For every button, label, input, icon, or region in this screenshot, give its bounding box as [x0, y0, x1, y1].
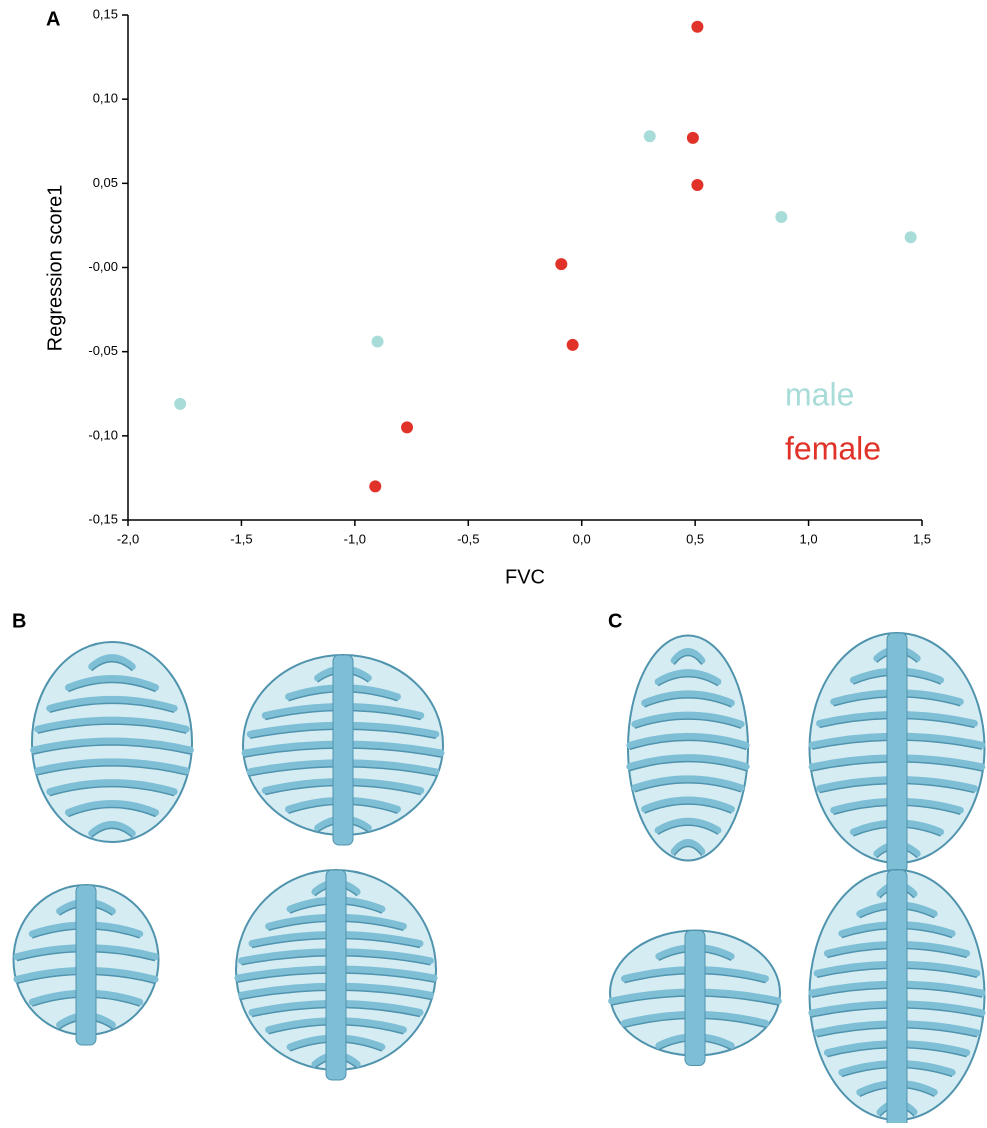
point — [691, 20, 704, 33]
rib — [641, 690, 735, 707]
rib-shade — [673, 845, 703, 856]
spine — [75, 884, 97, 1046]
point — [371, 335, 384, 348]
spine — [886, 632, 908, 874]
legend-entry: male — [785, 376, 854, 412]
x-tick-label: -1,5 — [230, 531, 252, 546]
rib — [34, 758, 190, 775]
x-tick-label: -1,0 — [344, 531, 366, 546]
y-tick-label: -0,15 — [88, 511, 118, 526]
rib-shade — [91, 660, 133, 672]
rib-shade — [33, 744, 191, 755]
rib-shade — [629, 739, 747, 751]
ribcage-render — [234, 869, 438, 1081]
rib-shade — [68, 806, 156, 818]
x-tick-label: -0,5 — [457, 531, 479, 546]
point — [566, 338, 579, 351]
rib-shade — [673, 654, 703, 665]
rib-shade — [644, 697, 732, 708]
rib — [88, 820, 136, 837]
spine — [325, 869, 347, 1081]
y-tick-label: 0,15 — [93, 6, 118, 21]
x-tick-label: 1,0 — [800, 531, 818, 546]
spine — [886, 869, 908, 1128]
rib — [670, 839, 706, 856]
rib-shade — [68, 681, 156, 693]
panel-label: A — [46, 8, 60, 30]
rib — [64, 800, 160, 816]
ribcage-render — [808, 869, 986, 1128]
rib-shade — [657, 676, 719, 687]
ribcage-render — [608, 929, 782, 1066]
rib — [641, 796, 735, 813]
x-tick-label: 1,5 — [913, 531, 931, 546]
point — [174, 397, 187, 410]
ribcage-render — [30, 641, 194, 843]
y-tick-label: 0,10 — [93, 91, 118, 106]
rib — [654, 817, 722, 834]
ribcage-render — [241, 654, 445, 846]
y-tick-label: 0,05 — [93, 175, 118, 190]
panel-label: C — [608, 610, 622, 632]
x-tick-label: -2,0 — [117, 531, 139, 546]
spine — [684, 930, 706, 1066]
ribcage-render — [626, 634, 750, 862]
point — [686, 131, 699, 144]
spine — [332, 654, 354, 846]
y-tick-label: -0,10 — [88, 427, 118, 442]
rib — [626, 732, 750, 749]
rib-shade — [634, 782, 742, 793]
rib-shade — [37, 765, 187, 776]
ribcage-renders — [12, 632, 986, 1128]
legend-entry: female — [785, 430, 881, 466]
rib-shade — [634, 718, 742, 729]
rib — [30, 737, 194, 754]
y-axis-label: Regression score1 — [44, 185, 66, 352]
rib-shade — [37, 723, 187, 734]
x-tick-label: 0,5 — [686, 531, 704, 546]
rib — [631, 711, 745, 728]
x-tick-label: 0,0 — [573, 531, 591, 546]
point — [643, 130, 656, 143]
rib — [46, 695, 178, 712]
point — [904, 231, 917, 244]
point — [401, 421, 414, 434]
rib — [46, 779, 178, 796]
panel-label: B — [12, 610, 26, 632]
rib-shade — [49, 785, 175, 797]
rib — [670, 648, 706, 664]
rib-shade — [657, 824, 719, 835]
point — [369, 480, 382, 493]
ribcage-render — [12, 884, 160, 1046]
rib-shade — [91, 827, 133, 838]
rib — [64, 675, 160, 691]
rib-shade — [644, 803, 732, 814]
rib — [631, 775, 745, 792]
y-tick-label: -0,05 — [88, 343, 118, 358]
rib — [34, 716, 190, 733]
y-tick-label: -0,00 — [88, 259, 118, 274]
ribcage-render — [808, 632, 986, 874]
x-axis-label: FVC — [505, 566, 545, 588]
rib-shade — [49, 702, 175, 714]
rib — [626, 754, 750, 771]
point — [691, 179, 704, 192]
rib — [654, 669, 722, 686]
point — [775, 211, 788, 223]
rib-shade — [629, 760, 747, 772]
rib — [88, 654, 136, 671]
point — [555, 258, 568, 271]
